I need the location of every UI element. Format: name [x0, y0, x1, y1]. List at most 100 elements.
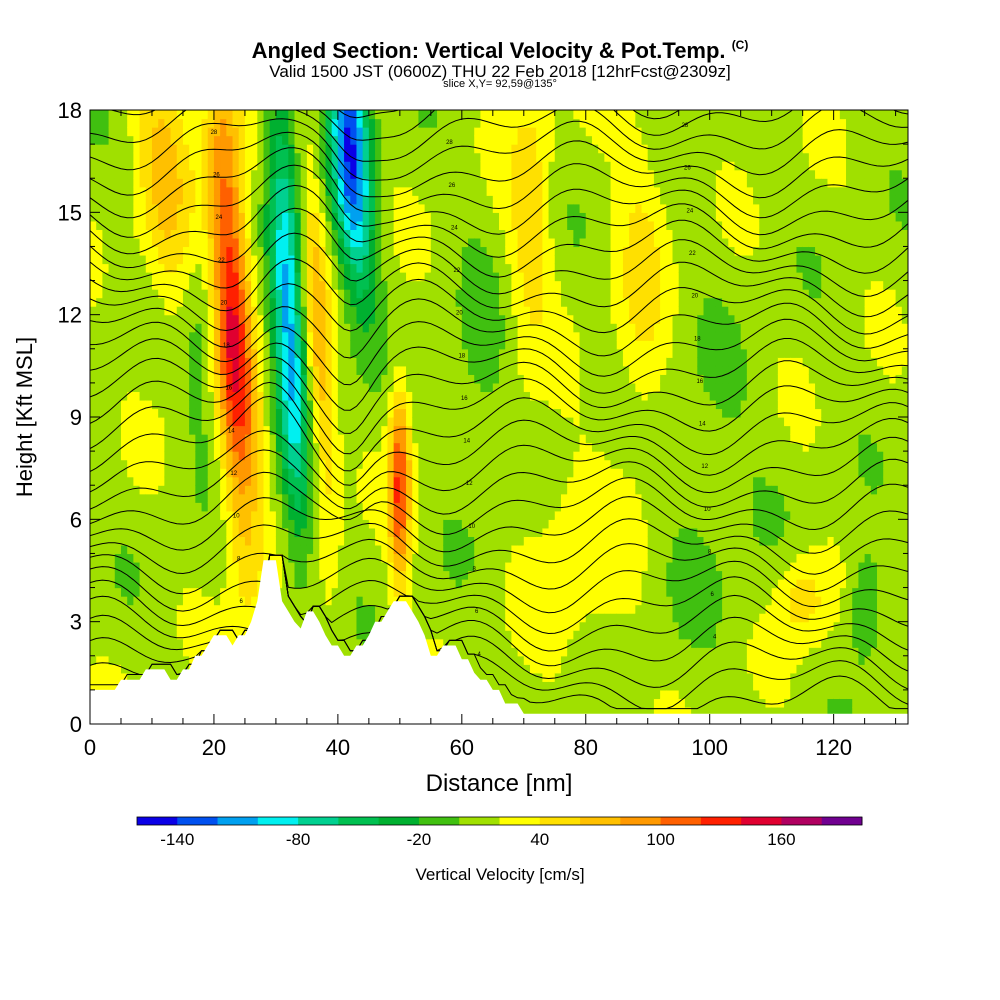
velocity-cell — [455, 289, 463, 299]
velocity-cell — [139, 434, 147, 444]
velocity-cell — [399, 579, 407, 589]
velocity-cell — [139, 152, 147, 162]
velocity-cell — [300, 263, 308, 273]
velocity-cell — [418, 237, 426, 248]
velocity-cell — [455, 212, 463, 222]
velocity-cell — [145, 374, 153, 384]
velocity-cell — [114, 655, 122, 665]
velocity-cell — [108, 519, 116, 529]
velocity-cell — [430, 127, 438, 137]
velocity-cell — [164, 391, 172, 401]
velocity-cell — [164, 570, 172, 580]
velocity-cell — [139, 647, 147, 657]
velocity-cell — [226, 340, 234, 350]
velocity-cell — [145, 220, 153, 230]
velocity-cell — [368, 485, 376, 495]
velocity-cell — [511, 698, 519, 708]
velocity-cell — [201, 613, 209, 623]
velocity-cell — [437, 476, 444, 486]
velocity-cell — [306, 340, 314, 350]
velocity-cell — [151, 357, 159, 367]
velocity-cell — [505, 468, 512, 478]
velocity-cell — [102, 451, 110, 461]
velocity-cell — [108, 604, 116, 614]
velocity-cell — [325, 621, 333, 631]
velocity-cell — [158, 442, 165, 452]
velocity-cell — [263, 144, 271, 154]
velocity-cell — [331, 127, 339, 137]
velocity-cell — [443, 127, 451, 137]
velocity-cell — [189, 630, 196, 640]
velocity-cell — [282, 408, 289, 418]
velocity-cell — [207, 587, 215, 597]
velocity-cell — [133, 144, 141, 154]
velocity-cell — [331, 417, 339, 427]
velocity-cell — [282, 263, 289, 273]
velocity-cell — [337, 425, 345, 435]
velocity-cell — [96, 604, 103, 614]
velocity-cell — [189, 451, 196, 461]
velocity-cell — [257, 323, 265, 333]
velocity-cell — [151, 195, 159, 205]
velocity-cell — [412, 135, 420, 145]
velocity-cell — [139, 399, 147, 410]
velocity-cell — [263, 536, 271, 546]
velocity-cell — [120, 306, 128, 316]
velocity-cell — [387, 468, 395, 478]
velocity-cell — [300, 374, 308, 384]
velocity-cell — [325, 152, 333, 162]
velocity-cell — [207, 237, 215, 248]
velocity-cell — [139, 374, 147, 384]
velocity-cell — [306, 195, 314, 205]
velocity-cell — [251, 417, 258, 427]
velocity-cell — [96, 374, 103, 384]
velocity-cell — [201, 280, 209, 290]
velocity-cell — [257, 553, 265, 563]
velocity-cell — [96, 613, 103, 623]
velocity-cell — [492, 306, 500, 316]
velocity-cell — [114, 212, 122, 222]
velocity-cell — [486, 280, 494, 290]
velocity-cell — [325, 195, 333, 205]
velocity-cell — [282, 314, 289, 324]
velocity-cell — [282, 587, 289, 597]
velocity-cell — [158, 459, 165, 469]
velocity-cell — [102, 246, 110, 256]
velocity-cell — [399, 263, 407, 273]
velocity-cell — [461, 263, 469, 273]
velocity-cell — [300, 399, 308, 410]
velocity-cell — [257, 306, 265, 316]
velocity-cell — [325, 135, 333, 145]
velocity-cell — [300, 272, 308, 282]
velocity-cell — [350, 297, 358, 307]
velocity-cell — [145, 144, 153, 154]
velocity-cell — [350, 152, 358, 162]
velocity-cell — [269, 476, 277, 486]
velocity-cell — [418, 263, 426, 273]
velocity-cell — [300, 169, 308, 179]
velocity-cell — [114, 553, 122, 563]
velocity-cell — [418, 596, 426, 606]
velocity-cell — [393, 382, 401, 393]
velocity-cell — [238, 399, 246, 410]
velocity-cell — [511, 510, 519, 520]
velocity-cell — [499, 399, 506, 410]
velocity-cell — [151, 152, 159, 162]
velocity-cell — [505, 399, 512, 410]
velocity-cell — [399, 297, 407, 307]
velocity-cell — [263, 306, 271, 316]
velocity-cell — [406, 237, 413, 248]
velocity-cell — [170, 289, 178, 299]
velocity-cell — [468, 604, 475, 614]
velocity-cell — [430, 144, 438, 154]
velocity-cell — [474, 468, 482, 478]
velocity-cell — [108, 331, 116, 341]
velocity-cell — [145, 425, 153, 435]
velocity-cell — [375, 459, 382, 469]
velocity-cell — [381, 144, 389, 154]
velocity-cell — [356, 365, 364, 375]
velocity-cell — [511, 604, 519, 614]
velocity-cell — [356, 579, 364, 589]
velocity-cell — [176, 417, 184, 427]
velocity-cell — [387, 110, 395, 120]
